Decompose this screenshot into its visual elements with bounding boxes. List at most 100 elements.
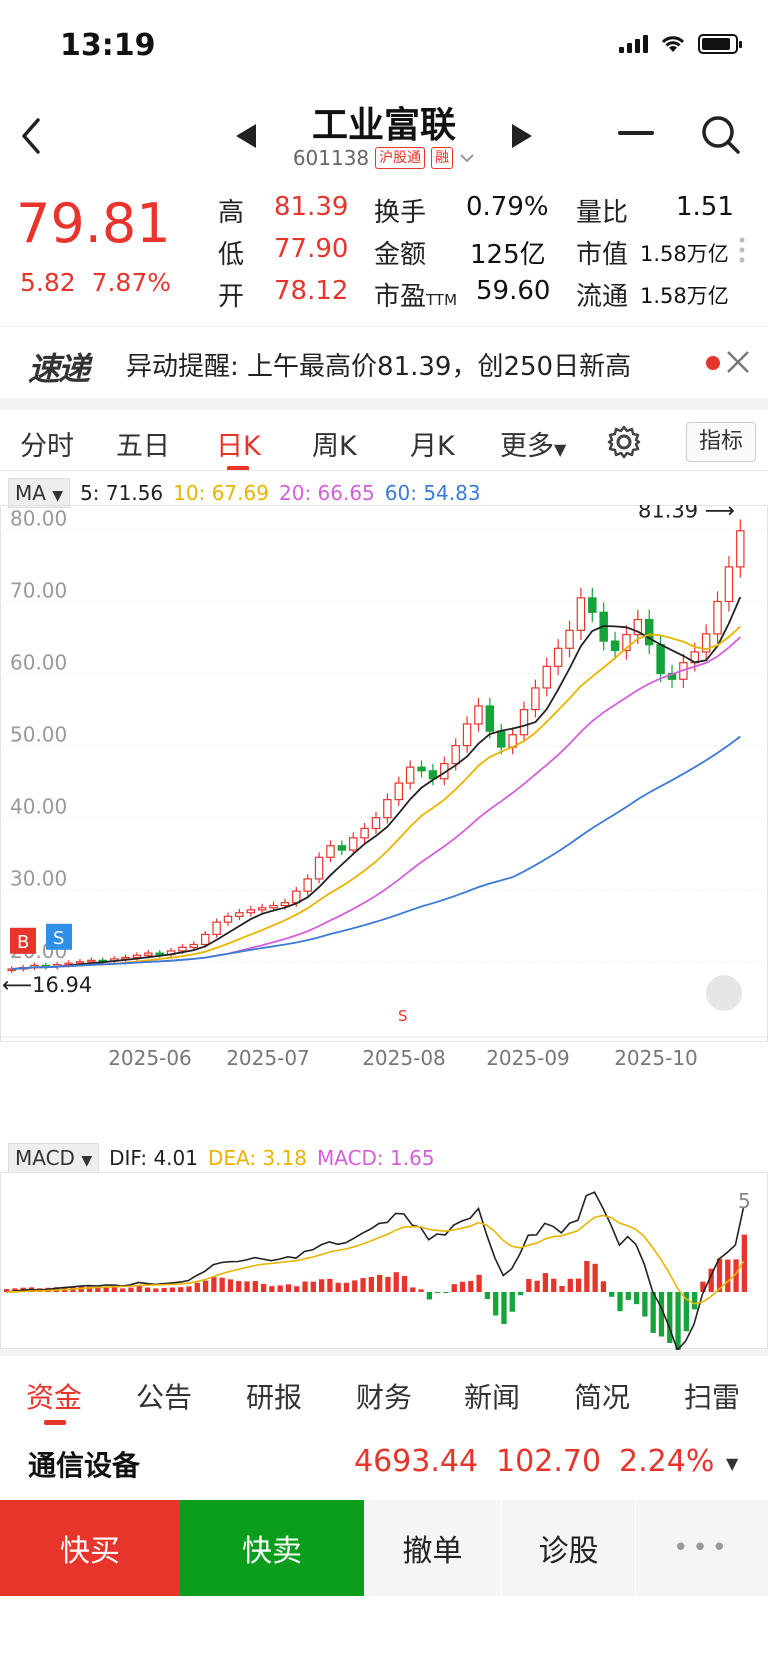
macd-bar bbox=[136, 1286, 142, 1292]
status-icons bbox=[619, 34, 742, 54]
x-tick-label: 2025-10 bbox=[614, 1046, 698, 1070]
tab-five-day[interactable]: 五日 bbox=[116, 431, 170, 462]
y-tick-label: 30.00 bbox=[10, 867, 67, 891]
macd-chart[interactable]: 5 bbox=[0, 1172, 768, 1352]
macd-bar bbox=[352, 1280, 358, 1292]
candle-body bbox=[189, 943, 199, 948]
tab-intraday[interactable]: 分时 bbox=[20, 431, 74, 462]
candle-body bbox=[178, 946, 187, 952]
candle-body bbox=[565, 629, 574, 649]
candle-body bbox=[394, 782, 404, 801]
sell-signal-text: S bbox=[53, 928, 64, 949]
quick-buy-button[interactable]: 快买 bbox=[0, 1500, 180, 1596]
macd-bar bbox=[368, 1276, 374, 1292]
y-tick-label: 80.00 bbox=[10, 506, 67, 530]
macd-bar bbox=[285, 1284, 292, 1292]
y-tick-label: 40.00 bbox=[10, 795, 67, 819]
macd-bar bbox=[575, 1278, 582, 1292]
macd-bar bbox=[144, 1287, 151, 1292]
candle-body bbox=[496, 730, 506, 748]
volume-ratio-value: 1.51 bbox=[676, 192, 734, 222]
battery-icon bbox=[698, 34, 742, 54]
macd-bar bbox=[559, 1285, 565, 1292]
low-value: 77.90 bbox=[274, 234, 349, 264]
macd-bar bbox=[360, 1278, 366, 1292]
candle-body bbox=[383, 799, 392, 819]
minimize-icon[interactable] bbox=[618, 130, 656, 138]
macd-bar bbox=[294, 1286, 300, 1292]
tab-financials[interactable]: 财务 bbox=[356, 1381, 413, 1414]
low-label: 低 bbox=[218, 240, 245, 270]
cancel-order-button[interactable]: 撤单 bbox=[364, 1500, 502, 1596]
tab-profile[interactable]: 简况 bbox=[574, 1381, 631, 1414]
macd-bar bbox=[410, 1287, 416, 1292]
tab-monthly-k[interactable]: 月K bbox=[410, 431, 455, 462]
candle-body bbox=[326, 845, 335, 858]
quick-sell-button[interactable]: 快卖 bbox=[180, 1500, 364, 1596]
macd-bar bbox=[252, 1281, 258, 1292]
tab-more[interactable]: 更多▼ bbox=[500, 424, 566, 463]
signal-icon bbox=[619, 35, 648, 53]
sector-percent: 2.24% bbox=[619, 1444, 715, 1479]
macd-bar bbox=[667, 1292, 673, 1343]
settings-gear-icon[interactable] bbox=[606, 424, 642, 460]
indicator-button[interactable]: 指标 bbox=[686, 422, 756, 462]
market-cap-label: 市值 bbox=[576, 240, 629, 270]
x-tick-label: 2025-09 bbox=[486, 1046, 570, 1070]
macd-bar bbox=[277, 1285, 283, 1292]
prev-stock-icon[interactable] bbox=[234, 122, 258, 150]
turnover-label: 换手 bbox=[374, 198, 427, 228]
macd-bar bbox=[302, 1281, 308, 1292]
diagnose-button[interactable]: 诊股 bbox=[502, 1500, 636, 1596]
x-tick-label: 2025-08 bbox=[362, 1046, 446, 1070]
candle-body bbox=[485, 705, 495, 732]
more-actions-button[interactable]: ••• bbox=[636, 1500, 768, 1596]
dif-value: DIF: 4.01 bbox=[109, 1146, 198, 1170]
open-value: 78.12 bbox=[274, 276, 349, 306]
candle-body bbox=[87, 959, 96, 963]
float-cap-label: 流通 bbox=[576, 282, 629, 312]
market-cap-value: 1.58万亿 bbox=[640, 242, 729, 266]
macd-bar bbox=[708, 1268, 714, 1292]
expand-icon[interactable] bbox=[706, 975, 742, 1011]
search-icon[interactable] bbox=[700, 114, 742, 156]
tab-research[interactable]: 研报 bbox=[246, 1381, 303, 1414]
active-bottom-tab-underline bbox=[44, 1420, 66, 1425]
chevron-down-icon[interactable] bbox=[459, 152, 475, 164]
next-stock-icon[interactable] bbox=[510, 122, 534, 150]
macd-bar bbox=[178, 1287, 184, 1292]
y-tick-label: 50.00 bbox=[10, 723, 67, 747]
sector-dropdown-icon[interactable]: ▼ bbox=[726, 1454, 739, 1473]
macd-bar bbox=[600, 1281, 607, 1292]
tab-risk-scan[interactable]: 扫雷 bbox=[684, 1381, 741, 1414]
pe-label-text: 市盈 bbox=[374, 282, 427, 312]
sector-quote[interactable]: 4693.44 102.70 2.24% bbox=[354, 1444, 714, 1479]
buy-signal-text: B bbox=[17, 932, 29, 953]
open-label: 开 bbox=[218, 282, 245, 312]
y-tick-label: 70.00 bbox=[10, 578, 67, 602]
ma-selector[interactable]: MA ▼ bbox=[8, 478, 71, 508]
tab-daily-k[interactable]: 日K bbox=[216, 431, 261, 462]
ma60-value: 60: 54.83 bbox=[384, 481, 481, 505]
macd-selector[interactable]: MACD ▼ bbox=[8, 1143, 100, 1173]
macd-right-tick: 5 bbox=[738, 1189, 751, 1213]
sector-name[interactable]: 通信设备 bbox=[28, 1449, 141, 1482]
tab-funds[interactable]: 资金 bbox=[26, 1381, 83, 1414]
tab-weekly-k[interactable]: 周K bbox=[312, 431, 357, 462]
current-price: 79.81 bbox=[16, 192, 171, 255]
candle-body bbox=[610, 640, 620, 652]
candle-body bbox=[428, 770, 438, 780]
more-vertical-icon[interactable] bbox=[738, 236, 746, 264]
sector-value: 4693.44 bbox=[354, 1444, 479, 1479]
tab-news[interactable]: 新闻 bbox=[464, 1381, 521, 1414]
macd-bar bbox=[393, 1272, 399, 1292]
candle-body bbox=[246, 909, 256, 914]
tab-announcements[interactable]: 公告 bbox=[136, 1381, 193, 1414]
wifi-icon bbox=[661, 36, 685, 52]
macd-bar bbox=[584, 1261, 590, 1292]
close-icon[interactable] bbox=[726, 350, 750, 374]
macd-bar bbox=[318, 1279, 325, 1292]
kline-chart[interactable]: 80.0070.0060.0050.0040.0030.0020.0081.39… bbox=[0, 505, 768, 1105]
back-icon[interactable] bbox=[18, 116, 44, 156]
alert-text[interactable]: 异动提醒: 上午最高价81.39，创250日新高 bbox=[126, 352, 632, 382]
